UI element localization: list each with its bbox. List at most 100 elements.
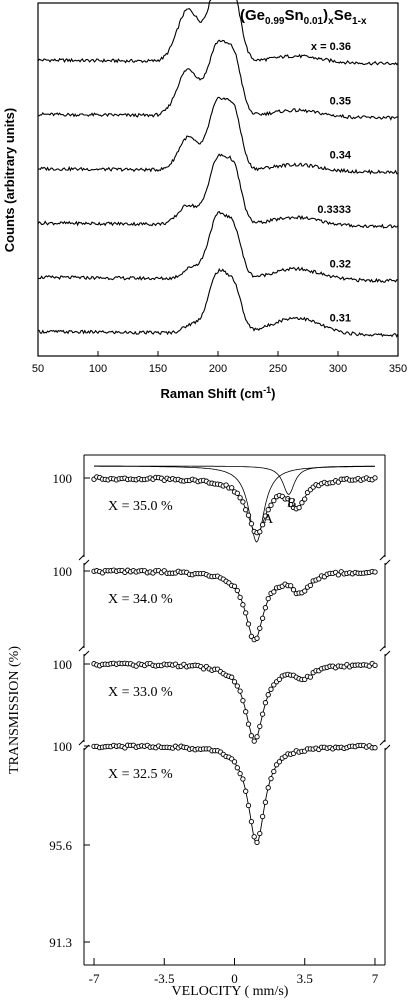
mossbauer-chart: 100 100 100 100 95.6 91.3 -7 -3.5 0 3.5 7 X = 35.… [7, 454, 391, 999]
raman-series-line [37, 96, 399, 175]
mossbauer-x-tick-label: -3.5 [154, 971, 175, 986]
mossbauer-data-point [245, 802, 252, 809]
mossbauer-data-point [243, 507, 249, 513]
mossbauer-data-point [259, 813, 266, 820]
mossbauer-data-point [372, 475, 378, 481]
mossbauer-data-point [296, 504, 302, 511]
mossbauer-y-tick-label: 100 [53, 657, 73, 672]
mossbauer-data-point [251, 738, 257, 744]
mossbauer-data-point [259, 615, 266, 621]
mossbauer-data-point [251, 834, 257, 840]
raman-x-tick-label: 150 [149, 363, 167, 375]
mossbauer-data-point [271, 589, 277, 595]
mossbauer-data-point [276, 759, 283, 765]
mossbauer-data-point [259, 711, 266, 717]
mossbauer-x-tick-label: 3.5 [297, 971, 313, 986]
mossbauer-data-point [240, 499, 246, 505]
mossbauer-data-point [262, 799, 269, 805]
mossbauer-y-tick-label: 95.6 [49, 838, 72, 853]
mossbauer-series-label: X = 32.5 % [108, 767, 173, 782]
raman-series-label: 0.35 [330, 95, 351, 107]
mossbauer-data-point [372, 569, 378, 575]
mossbauer-x-tick-label: 7 [372, 971, 379, 986]
mossbauer-y-axis-label: TRANSMISSION (%) [7, 646, 22, 774]
mossbauer-data-point [290, 587, 297, 593]
mossbauer-data-point [271, 497, 277, 504]
mossbauer-data-point [262, 605, 269, 611]
mossbauer-subspectra [94, 465, 375, 543]
raman-series-labels: x = 0.36 0.35 0.34 0.3333 0.32 0.31 [311, 41, 352, 325]
raman-x-tick-label: 50 [32, 363, 44, 375]
mossbauer-data-point [248, 633, 255, 640]
mossbauer-series-label: X = 34.0 % [108, 592, 173, 607]
mossbauer-x-axis-label: VELOCITY ( mm/s) [172, 984, 289, 999]
subspectrum-b [94, 465, 375, 495]
mossbauer-y-tick-label: 100 [53, 471, 73, 486]
raman-chart: 50 100 150 200 250 300 350 x = 0.36 0.35 0.34 0.3… [2, 0, 407, 401]
mossbauer-data-point [265, 785, 271, 791]
mossbauer-data-point [234, 683, 240, 689]
mossbauer-x-tick-label: 0 [231, 971, 238, 986]
mossbauer-data-point [257, 529, 263, 535]
mossbauer-data-point [237, 770, 243, 777]
mossbauer-data-point [231, 679, 238, 685]
mossbauer-right-axis [379, 455, 391, 965]
mossbauer-data-point [243, 709, 249, 715]
raman-x-axis-label: Raman Shift (cm-1) [161, 385, 276, 401]
raman-series-label: 0.34 [330, 150, 352, 162]
mossbauer-data-point [307, 582, 314, 589]
mossbauer-data-point [268, 686, 274, 692]
mossbauer-data-point [254, 635, 260, 641]
mossbauer-data-point [254, 839, 260, 846]
mossbauer-data-point [240, 697, 246, 704]
mossbauer-data-point [248, 521, 255, 527]
mossbauer-data-point [248, 733, 255, 739]
mossbauer-data-point [265, 507, 271, 513]
mossbauer-data-point [229, 485, 235, 491]
raman-series [37, 0, 399, 338]
raman-series-line [37, 39, 399, 121]
raman-title: (Ge0.99Sn0.01)xSe1-x [240, 7, 367, 27]
mossbauer-data-point [372, 745, 378, 751]
raman-x-tick-label: 350 [389, 363, 407, 375]
mossbauer-data-point [259, 522, 266, 528]
raman-plot-frame [37, 2, 399, 357]
mossbauer-y-tick-label: 100 [53, 564, 73, 579]
mossbauer-data-point [257, 723, 263, 730]
mossbauer-data-point [257, 830, 263, 837]
mossbauer-y-ticks: 100 100 100 100 95.6 91.3 [49, 471, 90, 950]
mossbauer-data-point [335, 572, 342, 578]
mossbauer-series-label: X = 35.0 % [108, 499, 173, 514]
mossbauer-data-point [231, 759, 238, 765]
mossbauer-data-point [243, 788, 249, 794]
site-label-b: B [287, 496, 296, 511]
mossbauer-data-point [307, 674, 314, 680]
raman-x-ticks: 50 100 150 200 250 300 350 [32, 351, 407, 375]
raman-series-line [37, 0, 399, 66]
mossbauer-data-point [302, 496, 308, 502]
mossbauer-data-point [372, 662, 378, 669]
mossbauer-data-point [240, 602, 246, 608]
site-label-a: A [263, 512, 274, 527]
raman-series-label: x = 0.36 [311, 41, 351, 53]
mossbauer-data-point [240, 776, 246, 782]
raman-x-tick-label: 100 [89, 363, 107, 375]
mossbauer-data-point [237, 594, 243, 601]
mossbauer-data-point [265, 595, 271, 602]
mossbauer-y-tick-label: 91.3 [49, 935, 72, 950]
raman-y-axis-label: Counts (arbitrary units) [2, 108, 17, 252]
mossbauer-data-point [265, 692, 271, 698]
mossbauer-data-point [234, 587, 240, 594]
mossbauer-left-axis [78, 455, 90, 965]
mossbauer-data-point [243, 610, 249, 616]
mossbauer-series-label: X = 33.0 % [108, 685, 173, 700]
raman-x-tick-label: 300 [329, 363, 347, 375]
mossbauer-fit-line [94, 663, 376, 741]
mossbauer-data-point [299, 500, 305, 506]
mossbauer-data-point [268, 502, 274, 508]
mossbauer-data-point [234, 765, 240, 771]
mossbauer-data-point [237, 688, 243, 694]
mossbauer-data-point [268, 775, 274, 782]
mossbauer-data-point [285, 496, 291, 502]
